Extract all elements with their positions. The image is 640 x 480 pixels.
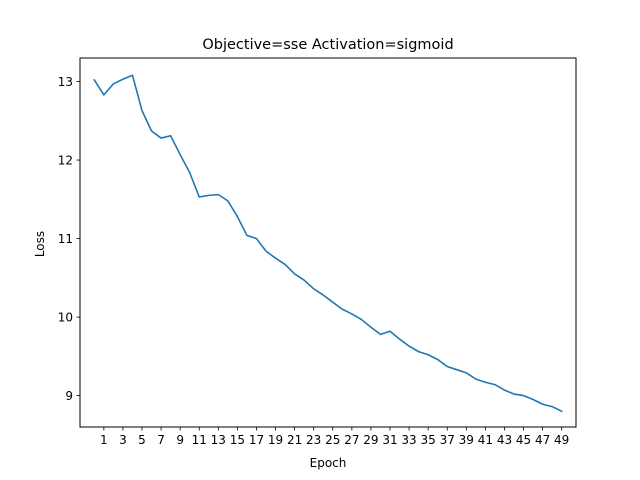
x-tick-label: 27 [344, 433, 359, 447]
plot-frame [79, 57, 577, 428]
x-tick-label: 23 [306, 433, 321, 447]
x-tick-label: 45 [516, 433, 531, 447]
x-tick-label: 31 [382, 433, 397, 447]
x-tick-label: 21 [287, 433, 302, 447]
x-tick-label: 13 [211, 433, 226, 447]
y-tick-label: 9 [65, 389, 73, 403]
x-tick-label: 11 [192, 433, 207, 447]
x-tick-label: 49 [554, 433, 569, 447]
x-tick-label: 41 [478, 433, 493, 447]
x-tick-label: 43 [497, 433, 512, 447]
x-tick-label: 7 [157, 433, 165, 447]
x-tick-label: 3 [119, 433, 127, 447]
y-tick-label: 11 [58, 232, 73, 246]
x-tick-label: 29 [363, 433, 378, 447]
x-tick-label: 35 [421, 433, 436, 447]
x-tick-label: 37 [440, 433, 455, 447]
loss-series-line [93, 74, 563, 413]
x-tick-label: 19 [268, 433, 283, 447]
plot-area: 1 3 5 7 9 11 13 15 17 19 21 23 25 27 29 31 33 35 37 39 41 43 4… [58, 74, 569, 447]
y-tick-label: 13 [58, 75, 73, 89]
y-tick-label: 10 [58, 311, 73, 325]
y-tick-label: 12 [58, 154, 73, 168]
x-tick-label: 25 [325, 433, 340, 447]
x-tick-label: 15 [230, 433, 245, 447]
x-tick-label: 1 [100, 433, 108, 447]
x-tick-label: 17 [249, 433, 264, 447]
x-axis-label: Epoch [310, 456, 347, 470]
x-tick-label: 9 [176, 433, 184, 447]
x-tick-label: 47 [535, 433, 550, 447]
y-axis-label: Loss [33, 231, 47, 257]
chart-title: Objective=sse Activation=sigmoid [202, 37, 453, 53]
x-tick-label: 33 [401, 433, 416, 447]
x-tick-label: 39 [459, 433, 474, 447]
x-tick-label: 5 [138, 433, 146, 447]
